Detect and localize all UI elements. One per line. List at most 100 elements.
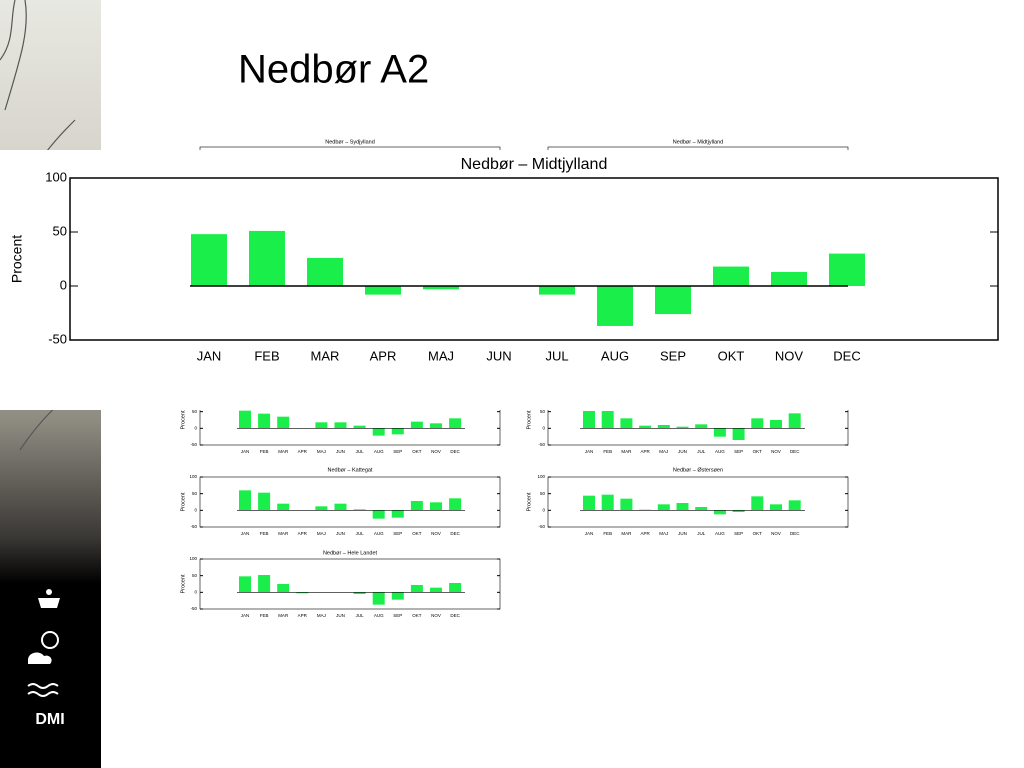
x-tick-label: JUL (356, 531, 364, 536)
x-tick-label: APR (640, 449, 650, 454)
x-tick-label: OKT (718, 348, 745, 363)
bar (639, 509, 652, 511)
bar (449, 498, 462, 511)
dmi-logo (27, 589, 60, 697)
bar (258, 575, 271, 593)
x-tick-label: MAJ (317, 449, 326, 454)
x-tick-label: MAR (621, 449, 632, 454)
plot-frame (199, 558, 501, 610)
bar (657, 425, 670, 429)
x-tick-label: OKT (753, 449, 763, 454)
bar (410, 585, 423, 593)
y-tick-label: 50 (53, 223, 67, 238)
bar (239, 410, 251, 429)
x-tick-label: OKT (412, 531, 422, 536)
y-tick-label: 0 (542, 508, 545, 513)
bar (249, 230, 285, 286)
y-axis-label: Procent (526, 492, 532, 511)
x-tick-label: DEC (790, 449, 800, 454)
bar (353, 509, 366, 511)
bar (770, 420, 782, 429)
bar (539, 286, 575, 295)
x-tick-label: NOV (775, 348, 804, 363)
y-tick-label: 100 (189, 474, 197, 479)
x-tick-label: MAJ (317, 613, 326, 618)
logo-text: DMI (35, 711, 64, 728)
bar (732, 510, 745, 512)
bar (277, 584, 290, 593)
x-tick-label: JUL (697, 531, 705, 536)
bar (372, 510, 385, 519)
bar (430, 423, 442, 429)
x-tick-label: APR (298, 613, 308, 618)
bar (676, 503, 689, 511)
x-tick-label: FEB (260, 613, 269, 618)
x-tick-label: SEP (734, 531, 743, 536)
bar (713, 266, 749, 286)
x-tick-label: MAJ (659, 449, 668, 454)
x-tick-label: APR (370, 348, 397, 363)
bar (597, 286, 633, 326)
small-charts: Nedbør – Sydjylland Procent -50 0 50 100 JAN FE… (180, 139, 849, 618)
x-tick-label: SEP (660, 348, 686, 363)
y-tick-label: 0 (194, 590, 197, 595)
y-axis-label: Procent (180, 574, 186, 593)
bar (277, 503, 290, 511)
main-chart: Nedbør – Midtjylland Procent -50 0 50 100 JAN F… (0, 150, 1000, 410)
bar (788, 413, 801, 429)
y-tick-label: -50 (190, 606, 197, 611)
x-tick-label: JUN (678, 531, 687, 536)
x-tick-label: SEP (393, 531, 402, 536)
x-tick-label: APR (298, 449, 308, 454)
bar (391, 428, 404, 435)
x-tick-label: DEC (450, 449, 460, 454)
x-tick-label: AUG (374, 613, 384, 618)
bar (655, 286, 691, 315)
bar (410, 501, 423, 511)
x-tick-label: MAR (278, 449, 289, 454)
y-tick-label: -50 (48, 331, 67, 346)
x-tick-label: NOV (431, 531, 441, 536)
bar (583, 495, 595, 511)
x-tick-label: AUG (715, 531, 725, 536)
x-tick-label: FEB (254, 348, 279, 363)
y-tick-label: 50 (540, 409, 546, 414)
bar (676, 426, 689, 429)
y-tick-label: 100 (537, 474, 545, 479)
x-tick-label: OKT (412, 449, 422, 454)
x-tick-label: NOV (431, 613, 441, 618)
bar (695, 507, 708, 511)
plot-frame (69, 177, 999, 341)
chart-title: Nedbør – Sydjylland (325, 139, 375, 145)
x-tick-label: JUL (545, 348, 568, 363)
slide-title: Nedbør A2 (238, 48, 429, 92)
x-tick-label: DEC (450, 613, 460, 618)
x-tick-label: SEP (393, 613, 402, 618)
y-tick-label: -50 (538, 442, 545, 447)
y-tick-label: 100 (45, 169, 67, 184)
y-tick-label: 0 (194, 508, 197, 513)
y-tick-label: 50 (192, 573, 198, 578)
y-axis-label: Procent (526, 410, 532, 429)
chart-title: Nedbør – Midtjylland (673, 139, 723, 145)
bar (788, 500, 801, 511)
x-tick-label: APR (298, 531, 308, 536)
x-tick-label: MAR (621, 531, 632, 536)
x-tick-label: MAR (311, 348, 340, 363)
bar (334, 422, 347, 429)
y-tick-label: 0 (194, 426, 197, 431)
y-tick-label: 50 (192, 491, 198, 496)
bar (771, 271, 807, 286)
bar (601, 494, 614, 511)
x-tick-label: JUN (336, 613, 345, 618)
plot-frame (547, 476, 849, 528)
chart-title: Nedbør – Østersøen (673, 467, 723, 473)
bar (391, 510, 404, 518)
bar (449, 583, 462, 593)
bar (258, 492, 271, 511)
x-tick-label: NOV (771, 449, 781, 454)
bar (423, 286, 459, 290)
y-tick-label: -50 (190, 524, 197, 529)
x-tick-label: DEC (790, 531, 800, 536)
bar (334, 503, 347, 511)
